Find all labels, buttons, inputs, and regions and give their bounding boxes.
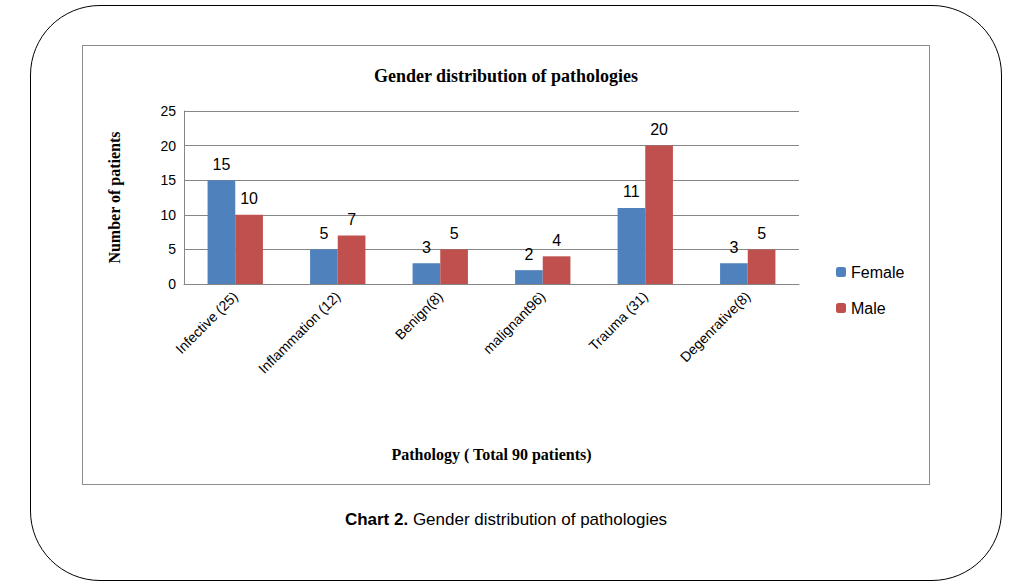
svg-text:Male: Male (851, 300, 886, 317)
svg-text:Infective (25): Infective (25) (172, 288, 240, 356)
svg-text:Trauma (31): Trauma (31) (586, 288, 651, 353)
svg-text:10: 10 (240, 190, 258, 207)
svg-text:11: 11 (623, 183, 640, 200)
svg-text:5: 5 (450, 225, 459, 242)
svg-text:Benign(8): Benign(8) (392, 288, 446, 342)
svg-text:20: 20 (160, 138, 176, 154)
svg-text:15: 15 (213, 156, 231, 173)
svg-text:25: 25 (160, 103, 176, 119)
html-text:Chart 2. Gender distribution o: Chart 2. Gender distribution of patholog… (344, 510, 668, 529)
svg-text:Number of patients: Number of patients (106, 131, 124, 263)
svg-text:5: 5 (757, 225, 766, 242)
svg-text:0: 0 (168, 276, 176, 292)
svg-text:20: 20 (650, 121, 668, 138)
svg-text:15: 15 (160, 172, 176, 188)
svg-text:5: 5 (168, 241, 176, 257)
svg-text:7: 7 (347, 211, 356, 228)
svg-text:Pathology ( Total 90 patients): Pathology ( Total 90 patients) (391, 446, 591, 464)
svg-text:2: 2 (524, 246, 533, 263)
svg-text:Inflammation (12): Inflammation (12) (255, 288, 343, 376)
svg-text:3: 3 (422, 239, 431, 256)
svg-text:Female: Female (851, 264, 904, 281)
svg-text:3: 3 (729, 239, 738, 256)
svg-text:malignant96): malignant96) (480, 288, 548, 356)
svg-text:5: 5 (319, 225, 328, 242)
svg-text:4: 4 (552, 232, 561, 249)
svg-text:Degenrative(8): Degenrative(8) (677, 288, 754, 365)
svg-text:Gender distribution of patholo: Gender distribution of pathologies (374, 66, 638, 86)
svg-text:10: 10 (160, 207, 176, 223)
